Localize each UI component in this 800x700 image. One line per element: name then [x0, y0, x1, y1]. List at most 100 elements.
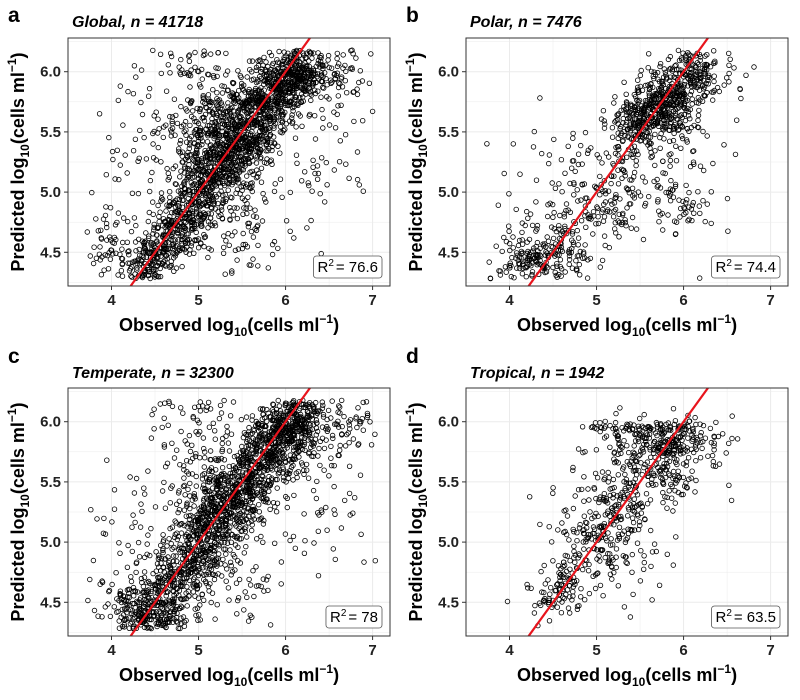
- data-point: [93, 216, 99, 222]
- data-point: [652, 131, 658, 138]
- data-point: [627, 127, 634, 134]
- data-point: [243, 414, 250, 420]
- data-point: [329, 79, 335, 85]
- data-point: [140, 249, 147, 256]
- data-point: [669, 68, 676, 74]
- data-point: [170, 553, 177, 559]
- y-axis-label: Predicted log10(cells ml−1): [403, 52, 430, 271]
- data-point: [141, 134, 147, 141]
- data-point: [246, 483, 253, 489]
- data-point: [225, 87, 231, 93]
- data-point: [697, 210, 703, 217]
- data-point: [639, 87, 646, 93]
- data-point: [185, 157, 192, 164]
- data-point: [572, 168, 578, 175]
- data-point: [290, 71, 296, 77]
- data-point: [570, 130, 576, 137]
- data-point: [580, 255, 586, 261]
- data-point: [197, 128, 203, 134]
- data-point: [248, 527, 255, 534]
- data-point: [685, 217, 691, 224]
- data-point: [274, 57, 280, 63]
- data-point: [245, 89, 252, 95]
- data-point: [219, 448, 225, 455]
- data-point: [205, 96, 212, 102]
- data-point: [282, 458, 288, 465]
- data-point: [563, 230, 570, 237]
- data-point: [117, 83, 123, 89]
- data-point: [496, 268, 502, 274]
- data-point: [194, 159, 200, 165]
- data-point: [675, 85, 681, 91]
- data-point: [305, 180, 311, 186]
- data-point: [249, 417, 255, 423]
- data-point: [229, 181, 235, 188]
- data-point: [271, 125, 277, 131]
- data-point: [219, 465, 226, 471]
- data-point: [635, 99, 642, 105]
- data-point: [654, 176, 660, 183]
- data-point: [623, 106, 629, 112]
- data-point: [309, 55, 315, 61]
- data-point: [552, 269, 558, 276]
- data-point: [259, 487, 265, 493]
- data-point: [225, 535, 232, 541]
- data-point: [256, 149, 263, 156]
- data-point: [631, 169, 638, 176]
- data-point: [668, 65, 674, 71]
- data-point: [606, 154, 612, 160]
- data-point: [189, 471, 195, 477]
- data-point: [206, 245, 212, 252]
- data-point: [583, 224, 589, 230]
- data-point: [199, 591, 205, 597]
- data-point: [152, 274, 158, 280]
- data-point: [197, 125, 204, 131]
- data-point: [204, 190, 210, 196]
- data-point: [668, 112, 675, 118]
- data-point: [141, 569, 148, 575]
- data-point: [294, 77, 301, 84]
- data-point: [678, 86, 684, 92]
- data-point: [96, 111, 103, 117]
- data-point: [637, 193, 644, 199]
- data-point: [629, 214, 636, 221]
- data-point: [138, 67, 145, 73]
- data-point: [573, 258, 579, 264]
- data-point: [160, 259, 167, 265]
- data-point: [529, 260, 535, 266]
- data-point: [140, 583, 147, 590]
- data-point: [359, 78, 366, 84]
- data-point: [339, 84, 346, 90]
- data-point: [575, 151, 582, 157]
- data-point: [678, 55, 685, 61]
- data-point: [104, 252, 111, 259]
- data-point: [133, 222, 139, 229]
- data-point: [256, 88, 262, 94]
- data-point: [258, 464, 265, 470]
- data-point: [220, 109, 226, 116]
- data-point: [630, 154, 636, 160]
- data-point: [168, 133, 174, 139]
- data-point: [286, 86, 292, 92]
- data-point: [527, 253, 533, 259]
- data-point: [243, 144, 249, 150]
- data-point: [543, 249, 549, 255]
- data-point: [199, 128, 205, 134]
- data-point: [167, 50, 174, 56]
- data-point: [218, 204, 225, 210]
- data-point: [288, 54, 294, 60]
- data-point: [640, 236, 647, 243]
- data-point: [260, 473, 266, 480]
- data-point: [366, 80, 373, 86]
- data-point: [235, 68, 241, 74]
- data-point: [225, 181, 232, 187]
- data-point: [220, 192, 226, 198]
- data-point: [679, 133, 685, 139]
- data-point: [637, 119, 644, 126]
- data-point: [624, 126, 631, 132]
- data-point: [171, 544, 177, 551]
- data-point: [209, 205, 215, 211]
- data-point: [537, 252, 543, 258]
- data-point: [646, 100, 652, 106]
- data-point: [599, 209, 605, 215]
